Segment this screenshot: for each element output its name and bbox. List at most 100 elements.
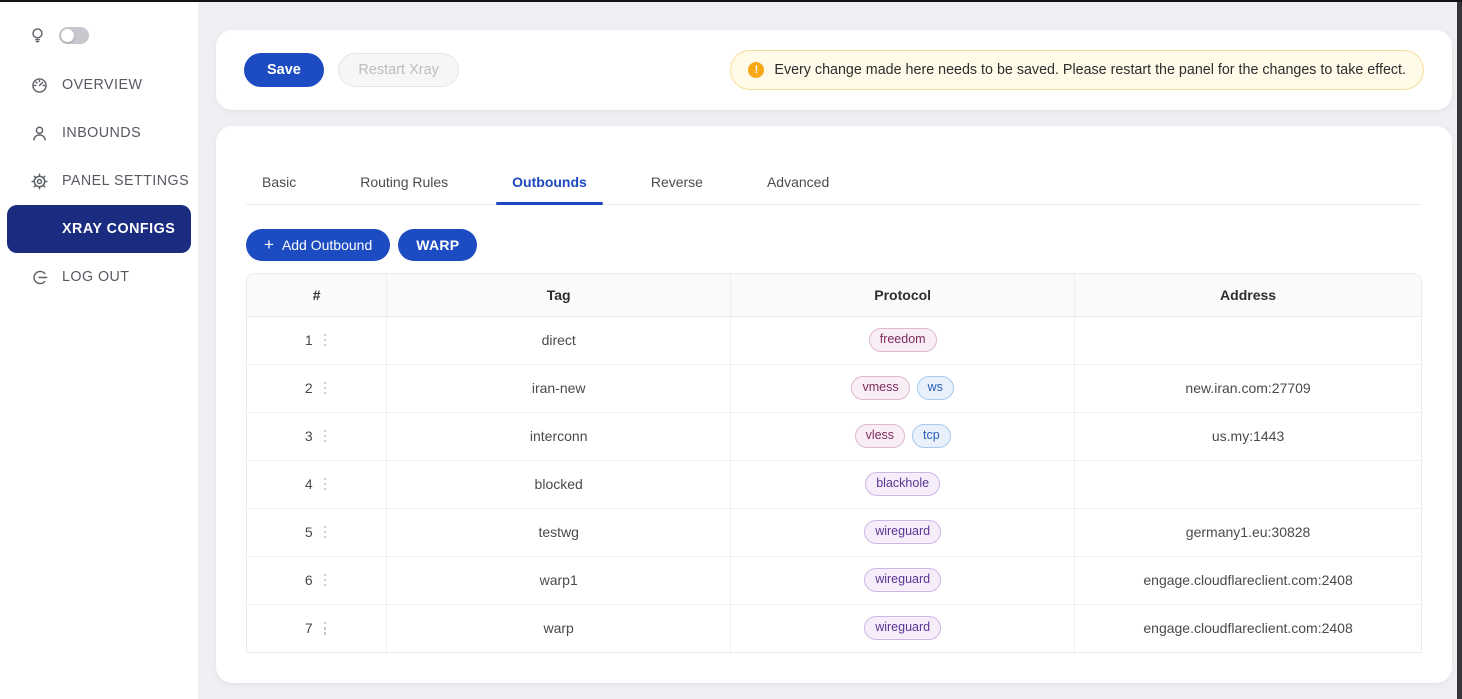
row-menu-icon[interactable] [322, 524, 329, 541]
table-row: 7 warp wireguard engage.cloudflareclient.co… [247, 604, 1421, 652]
address-cell: engage.cloudflareclient.com:2408 [1143, 620, 1353, 637]
outbounds-table: # Tag Protocol Address 1 direct freedom 2 ir… [246, 273, 1422, 653]
protocol-cell: vless tcp [730, 412, 1076, 461]
address-cell [1074, 460, 1421, 509]
row-index-cell: 5 [247, 508, 388, 557]
address-cell: engage.cloudflareclient.com:2408 [1074, 556, 1421, 605]
dark-mode-toggle[interactable] [59, 26, 89, 44]
protocol-cell: wireguard [730, 556, 1076, 605]
table-row: 4 blocked blackhole [247, 460, 1421, 509]
sidebar-item-panel-settings[interactable]: PANEL SETTINGS [0, 157, 198, 205]
sidebar-item-label: OVERVIEW [62, 77, 143, 93]
gear-icon [31, 172, 48, 190]
table-row: 3 interconn vless tcp us.my:1443 [247, 412, 1421, 461]
tag-cell: warp1 [386, 556, 732, 605]
address-cell: germany1.eu:30828 [1074, 508, 1421, 557]
table-row: 5 testwg wireguard germany1.eu:30828 [247, 508, 1421, 557]
row-number: 4 [304, 476, 313, 492]
address-cell: us.my:1443 [1074, 412, 1421, 461]
theme-toggle-row [29, 24, 198, 46]
row-menu-icon[interactable] [322, 332, 329, 349]
tag-cell: testwg [386, 508, 732, 557]
sidebar-nav: OVERVIEW INBOUNDS PANEL SETTINGS [0, 61, 198, 301]
main-area: Save Restart Xray ! Every change made he… [198, 0, 1462, 699]
column-header-protocol: Protocol [730, 274, 1076, 317]
table-row: 2 iran-new vmess ws new.iran.com:27709 [247, 364, 1421, 413]
warning-alert-text: Every change made here needs to be saved… [774, 62, 1406, 78]
tag-cell: interconn [386, 412, 732, 461]
warning-alert: ! Every change made here needs to be sav… [730, 50, 1424, 90]
tab-basic[interactable]: Basic [262, 174, 297, 190]
wrench-icon [31, 221, 48, 238]
tab-reverse[interactable]: Reverse [650, 174, 703, 190]
sidebar-item-overview[interactable]: OVERVIEW [0, 61, 198, 109]
row-menu-icon[interactable] [322, 428, 329, 445]
column-header-tag: Tag [386, 274, 732, 317]
outbounds-table-body: 1 direct freedom 2 iran-new vmess ws new.iran.c… [247, 316, 1421, 652]
lightbulb-icon [32, 27, 43, 42]
add-outbound-button[interactable]: + Add Outbound [246, 229, 391, 261]
sidebar-item-label: LOG OUT [62, 269, 130, 285]
save-button[interactable]: Save [244, 53, 324, 87]
address-cell: new.iran.com:27709 [1074, 364, 1421, 413]
sidebar-item-inbounds[interactable]: INBOUNDS [0, 109, 198, 157]
logout-icon [33, 270, 48, 284]
tab-outbounds[interactable]: Outbounds [496, 160, 603, 205]
row-menu-icon[interactable] [322, 620, 329, 637]
tag-cell: iran-new [386, 364, 732, 413]
toggle-knob [61, 28, 74, 42]
row-index-cell: 7 [247, 604, 388, 652]
tag-cell: warp [386, 604, 732, 652]
restart-xray-button[interactable]: Restart Xray [338, 53, 459, 87]
protocol-badge: wireguard [864, 568, 942, 592]
row-number: 7 [304, 620, 313, 637]
sidebar-item-xray-configs[interactable]: XRAY CONFIGS [7, 205, 191, 253]
protocol-badge: freedom [868, 328, 937, 352]
plus-icon: + [264, 234, 274, 254]
row-index-cell: 4 [247, 460, 388, 509]
scrollbar-track[interactable] [1457, 0, 1462, 699]
protocol-cell: wireguard [730, 604, 1076, 652]
row-index-cell: 1 [247, 316, 388, 365]
tag-cell: blocked [386, 460, 732, 509]
tab-advanced[interactable]: Advanced [766, 174, 830, 190]
sidebar: OVERVIEW INBOUNDS PANEL SETTINGS [0, 0, 198, 699]
protocol-badge: ws [916, 376, 954, 400]
protocol-badge: vless [854, 424, 906, 448]
column-header-index: # [247, 274, 388, 317]
protocol-badge: tcp [912, 424, 951, 448]
sidebar-item-label: XRAY CONFIGS [62, 221, 176, 237]
row-number: 6 [304, 572, 313, 588]
row-menu-icon[interactable] [322, 572, 329, 589]
toolbar-buttons: Save Restart Xray [244, 53, 459, 87]
sidebar-item-label: INBOUNDS [62, 125, 142, 141]
tab-routing-rules[interactable]: Routing Rules [360, 174, 449, 190]
protocol-cell: vmess ws [730, 364, 1076, 413]
window-top-border [0, 0, 1462, 2]
address-cell [1074, 316, 1421, 365]
protocol-cell: wireguard [730, 508, 1076, 557]
row-number: 2 [304, 380, 313, 396]
row-index-cell: 6 [247, 556, 388, 605]
dashboard-icon [32, 77, 47, 93]
row-menu-icon[interactable] [322, 380, 329, 397]
warning-circle-icon: ! [748, 62, 765, 78]
table-header-row: # Tag Protocol Address [247, 274, 1421, 317]
row-index-cell: 2 [247, 364, 388, 413]
sidebar-item-log-out[interactable]: LOG OUT [0, 253, 198, 301]
protocol-cell: blackhole [730, 460, 1076, 509]
protocol-badge: wireguard [864, 616, 942, 641]
row-number: 1 [304, 332, 313, 348]
table-row: 6 warp1 wireguard engage.cloudflareclient.c… [247, 556, 1421, 605]
warp-button[interactable]: WARP [398, 229, 478, 261]
toolbar-card: Save Restart Xray ! Every change made he… [216, 30, 1452, 110]
sidebar-item-label: PANEL SETTINGS [62, 173, 190, 189]
config-tabs: Basic Routing Rules Outbounds Reverse Ad… [246, 160, 1422, 205]
configs-card: Basic Routing Rules Outbounds Reverse Ad… [216, 126, 1452, 683]
protocol-cell: freedom [730, 316, 1076, 365]
row-number: 3 [304, 428, 313, 444]
user-icon [33, 126, 46, 141]
row-menu-icon[interactable] [322, 476, 329, 493]
column-header-address: Address [1074, 274, 1421, 317]
